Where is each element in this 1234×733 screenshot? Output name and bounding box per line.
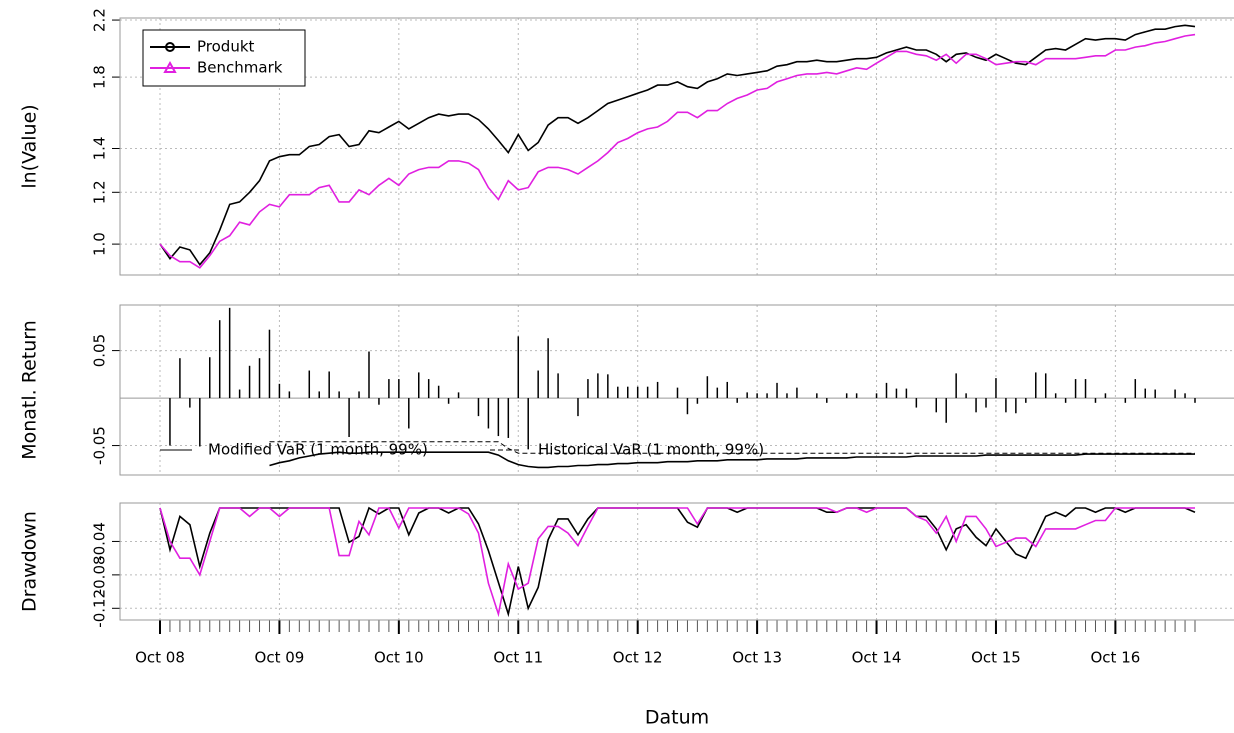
- series-line: [269, 451, 1195, 469]
- legend-marker: [163, 60, 177, 73]
- y-tick-label: 2.2: [91, 8, 109, 32]
- y-axis-label: ln(Value): [19, 104, 41, 188]
- series-line: [159, 33, 1196, 269]
- y-tick-label: -0.05: [91, 426, 109, 465]
- x-tick-label: Oct 11: [493, 649, 543, 667]
- legend-label: Produkt: [197, 38, 255, 56]
- y-tick-label: -0.08: [91, 555, 109, 594]
- x-tick-label: Oct 12: [613, 649, 663, 667]
- x-tick-label: Oct 14: [852, 649, 902, 667]
- y-axis-label: Drawdown: [19, 511, 41, 612]
- legend-box: [142, 29, 306, 87]
- x-tick-label: Oct 09: [255, 649, 305, 667]
- legend-marker: [165, 42, 175, 52]
- series-line: [159, 24, 1196, 267]
- y-tick-label: 1.8: [91, 65, 109, 89]
- legend-label: Benchmark: [197, 59, 283, 77]
- panel-frame: [119, 502, 1234, 621]
- legend-label: Historical VaR (1 month, 99%): [538, 441, 764, 459]
- panel-frame: [119, 17, 1234, 276]
- x-tick-label: Oct 10: [374, 649, 424, 667]
- y-tick-label: -0.12: [91, 589, 109, 628]
- x-tick-label: Oct 13: [732, 649, 782, 667]
- y-axis-label: Monatl. Return: [19, 320, 41, 460]
- panel-frame: [119, 304, 1234, 476]
- series-line: [159, 507, 1195, 618]
- series-line: [269, 441, 1195, 454]
- x-tick-label: Oct 08: [135, 649, 185, 667]
- legend-label: Modified VaR (1 month, 99%): [208, 441, 428, 459]
- y-tick-label: 1.0: [91, 232, 109, 256]
- y-tick-label: 0.05: [91, 334, 109, 367]
- x-tick-label: Oct 16: [1090, 649, 1140, 667]
- series-line: [159, 506, 1196, 618]
- y-tick-label: -0.04: [91, 522, 109, 561]
- y-tick-label: 1.4: [91, 137, 109, 161]
- x-tick-label: Oct 15: [971, 649, 1021, 667]
- y-tick-label: 1.2: [91, 180, 109, 204]
- x-axis-label: Datum: [645, 707, 709, 729]
